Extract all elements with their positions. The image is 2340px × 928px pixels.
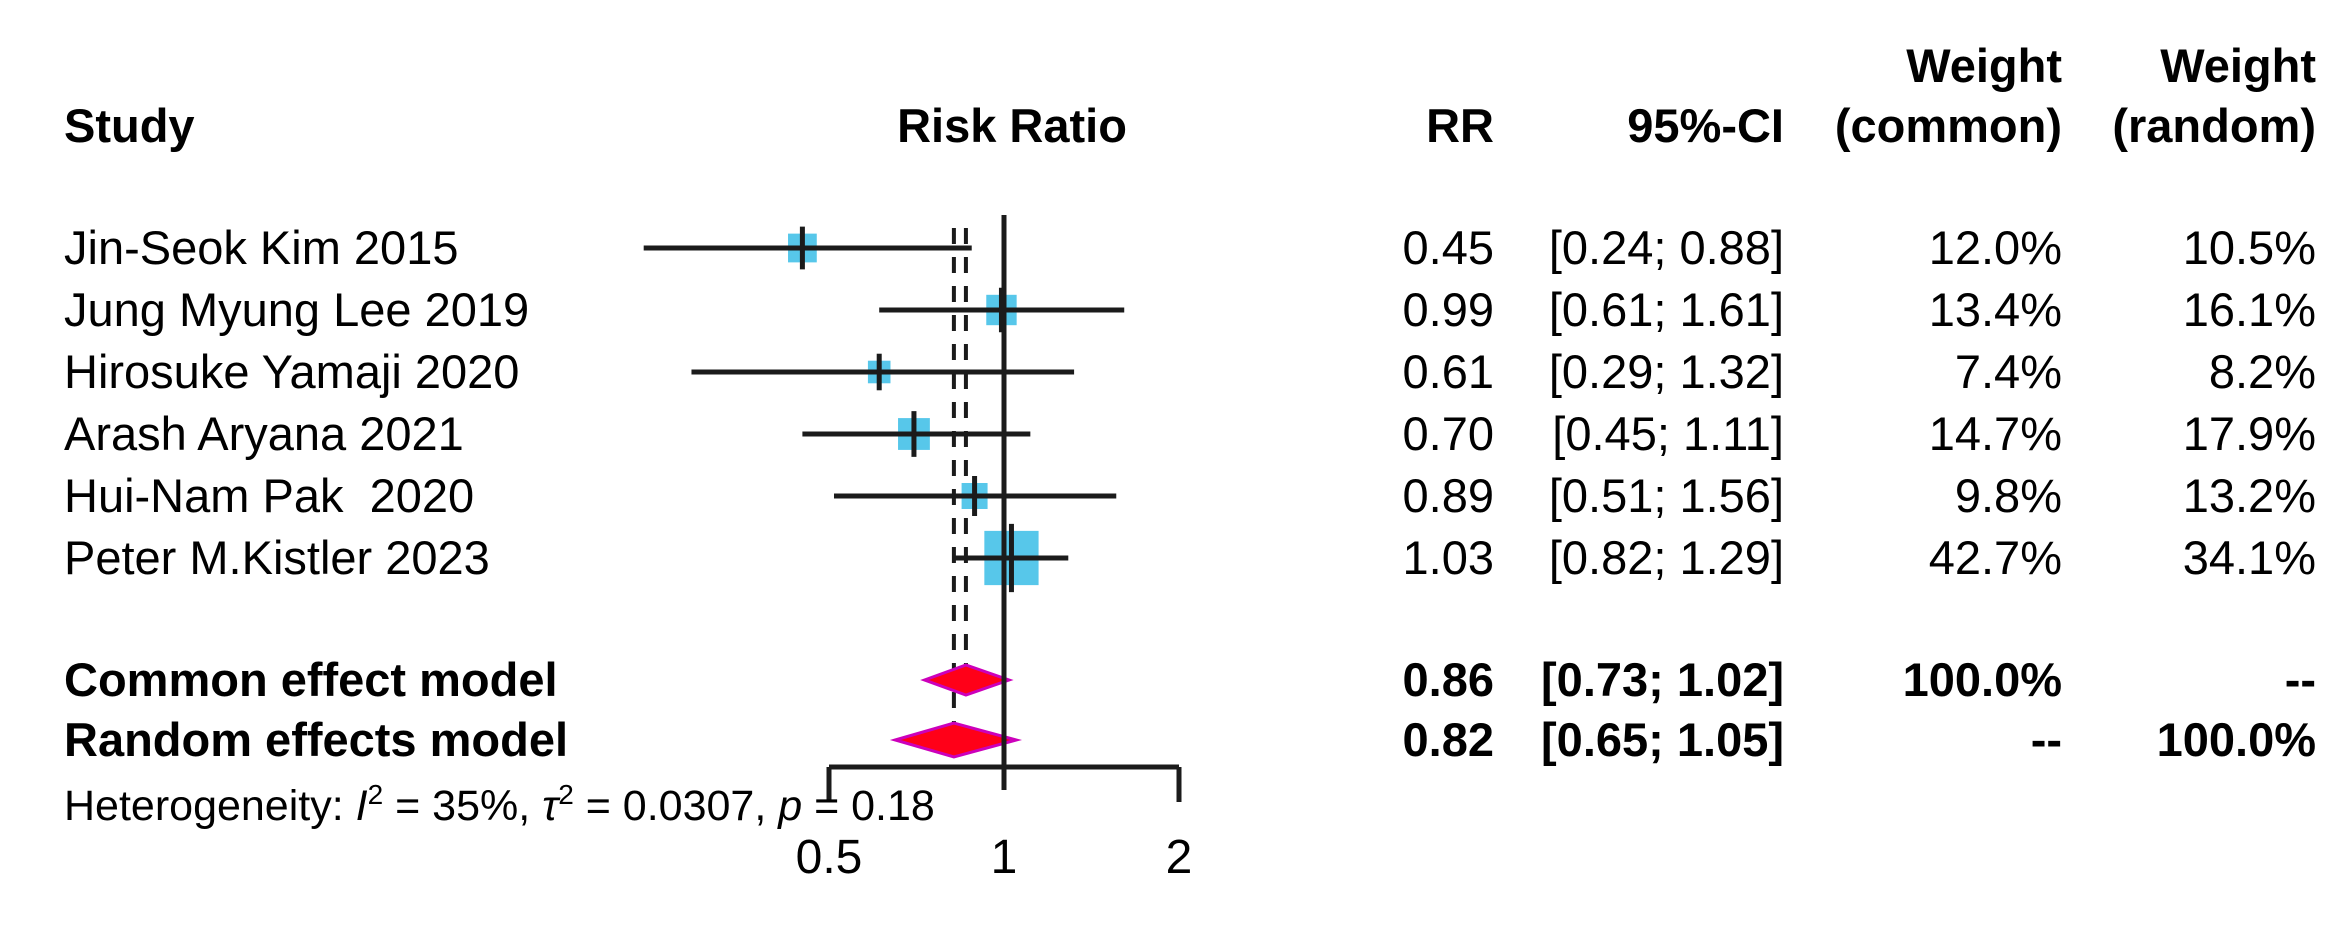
het-tau-sup: 2 [558,779,574,810]
weight-random-value: -- [2284,653,2316,706]
study-row: Arash Aryana 2021 0.70 [0.45; 1.11] 14.7… [0,403,2340,465]
random-effects-row: Random effects model 0.82 [0.65; 1.05] -… [0,709,2340,771]
ci-value: [0.24; 0.88] [1548,221,1784,274]
het-p-value: = 0.18 [802,782,935,830]
het-p-symbol: p [778,782,803,830]
weight-random-value: 16.1% [2182,283,2316,336]
x-axis-tick-label: 1 [990,831,1018,884]
study-row: Peter M.Kistler 2023 1.03 [0.82; 1.29] 4… [0,527,2340,589]
rr-value: 0.82 [1402,713,1494,766]
ci-value: [0.29; 1.32] [1548,345,1784,398]
weight-common-value: 100.0% [1902,653,2062,706]
rr-value: 0.45 [1402,221,1494,274]
rr-value: 0.70 [1402,407,1494,460]
weight-common-value: 13.4% [1928,283,2062,336]
weight-random-value: 34.1% [2182,531,2316,584]
weight-common-value: 14.7% [1928,407,2062,460]
weight-common-value: 42.7% [1928,531,2062,584]
weight-common-value: 9.8% [1954,469,2062,522]
weight-random-value: 10.5% [2182,221,2316,274]
study-row: Jin-Seok Kim 2015 0.45 [0.24; 0.88] 12.0… [0,217,2340,279]
col-header-risk-ratio: Risk Ratio [897,99,1127,152]
rr-value: 0.99 [1402,283,1494,336]
ci-value: [0.65; 1.05] [1541,713,1784,766]
weight-common-value: -- [2030,713,2062,766]
study-row: Jung Myung Lee 2019 0.99 [0.61; 1.61] 13… [0,279,2340,341]
het-i-symbol: I [355,782,368,830]
study-label: Jin-Seok Kim 2015 [64,221,459,274]
ci-value: [0.73; 1.02] [1541,653,1784,706]
study-label: Jung Myung Lee 2019 [64,283,530,336]
ci-value: [0.45; 1.11] [1552,407,1784,460]
heterogeneity-note: Heterogeneity: I2 = 35%, τ2 = 0.0307, p … [64,776,935,841]
study-label: Peter M.Kistler 2023 [64,531,490,584]
x-axis-tick-label: 2 [1165,831,1193,884]
col-header-weight-common: (common) [1834,99,2062,152]
study-row: Hirosuke Yamaji 2020 0.61 [0.29; 1.32] 7… [0,341,2340,403]
random-effects-diamond [889,721,1023,759]
common-effect-diamond [920,663,1014,697]
het-i2-value: = 35%, [383,782,543,830]
ci-value: [0.82; 1.29] [1548,531,1784,584]
het-prefix: Heterogeneity: [64,782,356,830]
weight-common-value: 12.0% [1928,221,2062,274]
weight-random-value: 100.0% [2156,713,2316,766]
study-label: Arash Aryana 2021 [64,407,464,460]
rr-value: 0.86 [1402,653,1494,706]
study-label: Hirosuke Yamaji 2020 [64,345,520,398]
col-header-rr: RR [1426,99,1494,152]
model-label: Common effect model [64,653,558,706]
col-header-weight-random: (random) [2112,99,2316,152]
col-header-study: Study [64,99,195,152]
rr-value: 0.61 [1402,345,1494,398]
rr-value: 1.03 [1402,531,1494,584]
het-tau-symbol: τ [542,782,559,830]
weight-random-value: 17.9% [2182,407,2316,460]
het-tau2-value: = 0.0307, [573,782,779,830]
model-label: Random effects model [64,713,569,766]
weight-random-value: 13.2% [2182,469,2316,522]
weight-common-value: 7.4% [1954,345,2062,398]
x-axis-tick-label: 0.5 [795,831,863,884]
weight-random-value: 8.2% [2208,345,2316,398]
ci-value: [0.51; 1.56] [1548,469,1784,522]
common-effect-row: Common effect model 0.86 [0.73; 1.02] 10… [0,649,2340,711]
study-row: Hui-Nam Pak 2020 0.89 [0.51; 1.56] 9.8% … [0,465,2340,527]
rr-value: 0.89 [1402,469,1494,522]
het-i-sup: 2 [367,779,384,810]
ci-value: [0.61; 1.61] [1548,283,1784,336]
col-header-weight-random-top: Weight [2160,39,2316,92]
col-header-weight-common-top: Weight [1906,39,2062,92]
col-header-ci: 95%-CI [1627,99,1784,152]
study-label: Hui-Nam Pak 2020 [64,469,475,522]
